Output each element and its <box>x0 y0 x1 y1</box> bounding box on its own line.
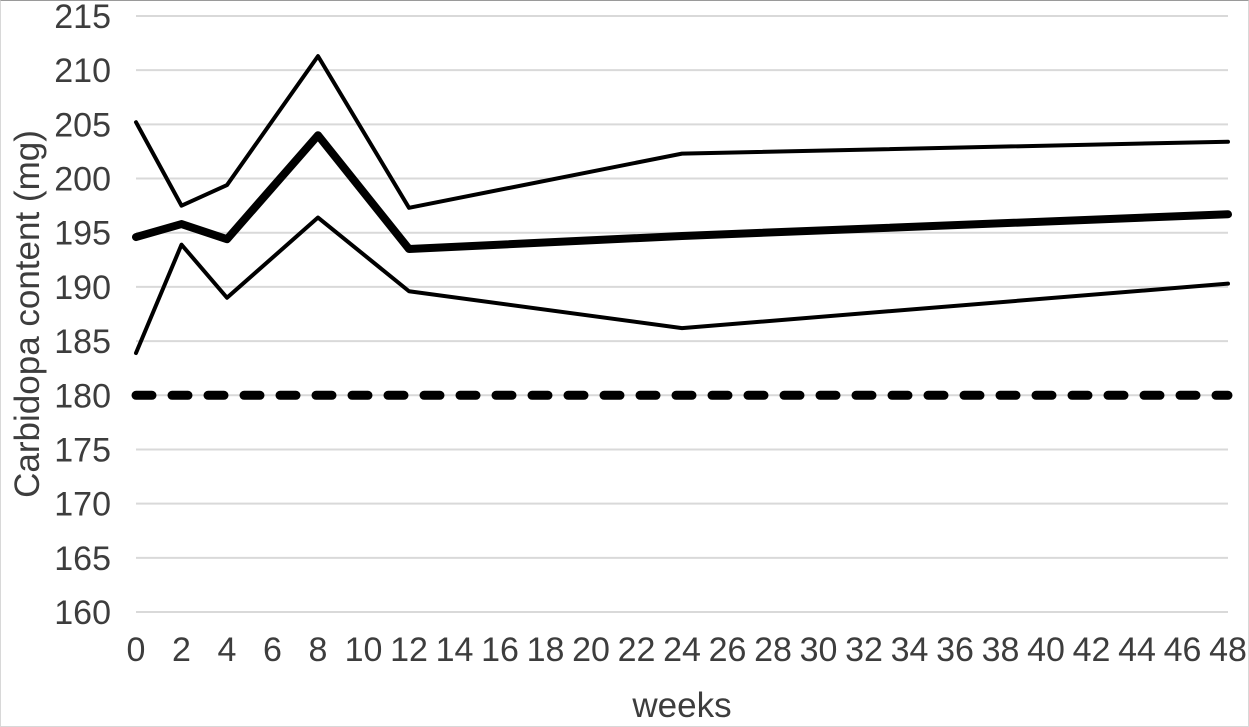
x-tick-label: 26 <box>709 631 747 669</box>
x-tick-label: 10 <box>345 631 383 669</box>
x-tick-label: 38 <box>982 631 1020 669</box>
x-tick-label: 22 <box>618 631 656 669</box>
y-tick-label: 210 <box>54 52 111 90</box>
x-tick-label: 16 <box>481 631 519 669</box>
x-tick-label: 36 <box>936 631 974 669</box>
series-line-mean <box>132 131 1232 253</box>
x-tick-label: 42 <box>1073 631 1111 669</box>
x-tick-label: 12 <box>390 631 428 669</box>
x-tick-label: 28 <box>754 631 792 669</box>
y-tick-label: 200 <box>54 161 111 199</box>
x-tick-label: 2 <box>172 631 191 669</box>
series-line-maximum <box>134 54 1230 210</box>
series-line-minimum <box>134 215 1230 356</box>
x-tick-label: 8 <box>309 631 328 669</box>
y-tick-label: 185 <box>54 323 111 361</box>
y-axis-tick-labels: 215 210 205 200 195 190 185 180 175 170 165 160 <box>54 1 111 632</box>
x-tick-label: 20 <box>572 631 610 669</box>
x-tick-label: 24 <box>663 631 701 669</box>
x-tick-label: 30 <box>800 631 838 669</box>
x-tick-label: 0 <box>127 631 146 669</box>
x-tick-label: 6 <box>263 631 282 669</box>
y-tick-label: 190 <box>54 269 111 307</box>
x-axis-title: weeks <box>631 686 731 725</box>
y-tick-label: 180 <box>54 377 111 415</box>
y-tick-label: 205 <box>54 106 111 144</box>
x-axis-tick-labels: 0 2 4 6 8 10 12 14 16 18 20 22 24 26 28 30 32 34 36 38 40 42 4… <box>127 631 1247 669</box>
x-tick-label: 18 <box>527 631 565 669</box>
x-tick-label: 44 <box>1118 631 1156 669</box>
y-tick-label: 170 <box>54 486 111 524</box>
y-axis-title: Carbidopa content (mg) <box>8 130 47 498</box>
x-tick-label: 40 <box>1027 631 1065 669</box>
data-series-lines <box>131 54 1233 400</box>
gridlines <box>136 15 1228 613</box>
y-tick-label: 160 <box>54 594 111 632</box>
y-tick-label: 175 <box>54 431 111 469</box>
x-tick-label: 46 <box>1164 631 1202 669</box>
x-tick-label: 14 <box>436 631 474 669</box>
y-tick-label: 215 <box>54 1 111 36</box>
x-tick-label: 34 <box>891 631 929 669</box>
x-tick-label: 4 <box>218 631 237 669</box>
y-tick-label: 165 <box>54 540 111 578</box>
x-tick-label: 48 <box>1209 631 1247 669</box>
y-tick-label: 195 <box>54 215 111 253</box>
x-tick-label: 32 <box>845 631 883 669</box>
